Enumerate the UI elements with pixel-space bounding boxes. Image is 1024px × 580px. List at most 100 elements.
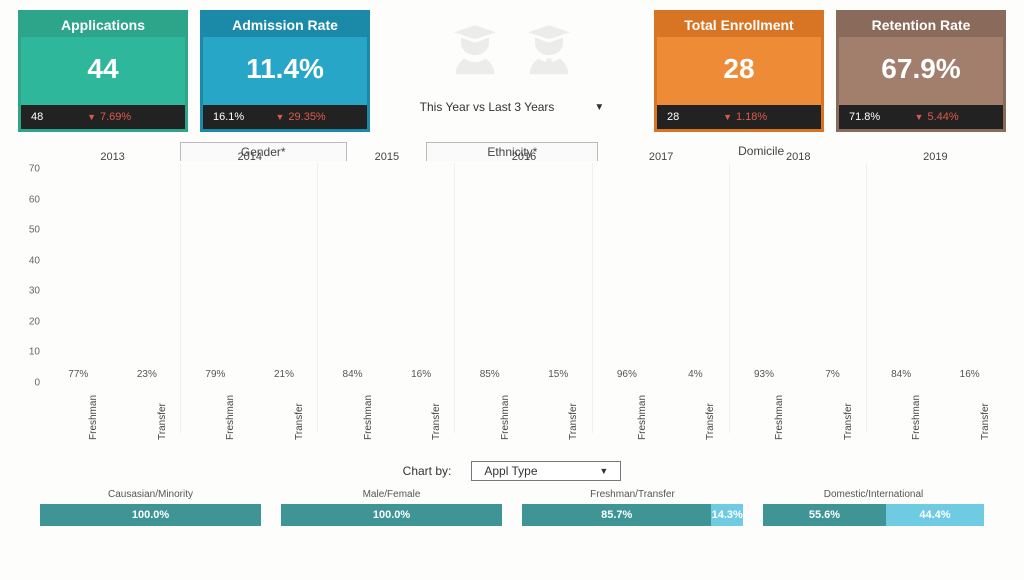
year-label: 2014 — [181, 151, 318, 163]
bar-category-label: Freshman — [911, 395, 922, 440]
kpi-footer: 48 ▼7.69% — [21, 105, 185, 129]
kpi-delta: ▼1.18% — [679, 111, 811, 123]
bar: 85%Freshman — [472, 369, 508, 383]
year-column: 201984%Freshman16%Transfer — [867, 169, 1004, 383]
ratio-card: Causasian/Minority 100.0% — [40, 489, 261, 526]
y-tick: 70 — [29, 164, 40, 175]
y-axis: 010203040506070 — [14, 169, 40, 383]
ratio-segment: 14.3% — [711, 504, 743, 526]
kpi-value: 28 — [657, 37, 821, 105]
kpi-delta: ▼29.35% — [244, 111, 357, 123]
year-column: 201377%Freshman23%Transfer — [44, 169, 181, 383]
year-label: 2015 — [318, 151, 455, 163]
bar-value-label: 79% — [205, 369, 225, 380]
kpi-row: Applications 44 48 ▼7.69% Admission Rate… — [0, 0, 1024, 138]
bar-group: 96%Freshman 4%Transfer — [593, 169, 730, 383]
year-label: 2018 — [730, 151, 867, 163]
bar-group: 93%Freshman 7%Transfer — [730, 169, 867, 383]
graduate-male-icon — [521, 16, 577, 80]
bar-value-label: 15% — [548, 369, 568, 380]
y-tick: 10 — [29, 347, 40, 358]
kpi-delta: ▼7.69% — [43, 111, 175, 123]
y-tick: 60 — [29, 194, 40, 205]
center-graphic: This Year vs Last 3 Years ▼ — [382, 10, 642, 116]
kpi-prev: 48 — [31, 111, 43, 123]
kpi-prev: 71.8% — [849, 111, 880, 123]
ratio-segment: 100.0% — [281, 504, 502, 526]
year-column: 201893%Freshman7%Transfer — [730, 169, 867, 383]
down-triangle-icon: ▼ — [87, 112, 96, 122]
bar-value-label: 77% — [68, 369, 88, 380]
y-tick: 50 — [29, 225, 40, 236]
kpi-title: Total Enrollment — [657, 13, 821, 37]
bar-value-label: 16% — [960, 369, 980, 380]
kpi-prev: 28 — [667, 111, 679, 123]
y-tick: 30 — [29, 286, 40, 297]
chart-plot: 201377%Freshman23%Transfer201479%Freshma… — [44, 169, 1004, 383]
bar-category-label: Transfer — [431, 403, 442, 440]
bar: 77%Freshman — [60, 369, 96, 383]
bar-category-label: Freshman — [500, 395, 511, 440]
year-label: 2016 — [455, 151, 592, 163]
bar: 7%Transfer — [815, 369, 851, 383]
chart-by-select[interactable]: Appl Type ▼ — [471, 461, 621, 481]
bar-category-label: Transfer — [294, 403, 305, 440]
ratio-bar: 100.0% — [40, 504, 261, 526]
ratio-card: Freshman/Transfer 85.7%14.3% — [522, 489, 743, 526]
bar: 93%Freshman — [746, 369, 782, 383]
bar-value-label: 21% — [274, 369, 294, 380]
bar-category-label: Transfer — [568, 403, 579, 440]
year-column: 201685%Freshman15%Transfer — [455, 169, 592, 383]
bar-category-label: Freshman — [88, 395, 99, 440]
ratio-label: Freshman/Transfer — [522, 489, 743, 500]
bar-group: 84%Freshman16%Transfer — [318, 169, 455, 383]
year-label: 2013 — [44, 151, 181, 163]
ratio-card: Domestic/International55.6%44.4% — [763, 489, 984, 526]
bar: 23%Transfer — [129, 369, 165, 383]
kpi-prev: 16.1% — [213, 111, 244, 123]
bar-group: 84%Freshman16%Transfer — [867, 169, 1004, 383]
down-triangle-icon: ▼ — [275, 112, 284, 122]
bar-category-label: Freshman — [225, 395, 236, 440]
kpi-admission-rate: Admission Rate 11.4% 16.1% ▼29.35% — [200, 10, 370, 132]
kpi-applications: Applications 44 48 ▼7.69% — [18, 10, 188, 132]
chart-by-row: Chart by: Appl Type ▼ — [0, 461, 1024, 481]
down-triangle-icon: ▼ — [723, 112, 732, 122]
chart-by-label: Chart by: — [403, 464, 452, 478]
kpi-title: Applications — [21, 13, 185, 37]
ratio-bar: 100.0% — [281, 504, 502, 526]
bar-category-label: Transfer — [157, 403, 168, 440]
ratio-segment: 44.4% — [886, 504, 984, 526]
year-label: 2019 — [867, 151, 1004, 163]
bar: 21%Transfer — [266, 369, 302, 383]
bar: 84%Freshman — [883, 369, 919, 383]
bar: 79%Freshman — [197, 369, 233, 383]
kpi-footer: 28 ▼1.18% — [657, 105, 821, 129]
range-selector[interactable]: This Year vs Last 3 Years ▼ — [420, 100, 605, 114]
bar-group: 79%Freshman 21%Transfer — [181, 169, 318, 383]
down-triangle-icon: ▼ — [915, 112, 924, 122]
bar-category-label: Freshman — [774, 395, 785, 440]
kpi-footer: 16.1% ▼29.35% — [203, 105, 367, 129]
bar-group: 77%Freshman 23%Transfer — [44, 169, 181, 383]
y-tick: 40 — [29, 255, 40, 266]
kpi-title: Admission Rate — [203, 13, 367, 37]
year-column: 201796%Freshman4%Transfer — [593, 169, 730, 383]
y-tick: 20 — [29, 316, 40, 327]
bar: 84%Freshman — [335, 369, 371, 383]
graduate-icons — [382, 16, 642, 80]
bar-chart: 010203040506070 201377%Freshman23%Transf… — [44, 169, 1004, 399]
ratio-label: Causasian/Minority — [40, 489, 261, 500]
kpi-value: 11.4% — [203, 37, 367, 105]
bar: 96%Freshman — [609, 369, 645, 383]
y-tick: 0 — [34, 378, 40, 389]
bar-category-label: Transfer — [705, 403, 716, 440]
kpi-value: 44 — [21, 37, 185, 105]
bar-category-label: Transfer — [843, 403, 854, 440]
ratio-card: Male/Female100.0% — [281, 489, 502, 526]
bar-value-label: 23% — [137, 369, 157, 380]
ratio-segment: 55.6% — [763, 504, 886, 526]
bar: 4%Transfer — [677, 369, 713, 383]
bar-value-label: 84% — [891, 369, 911, 380]
ratio-segment: 85.7% — [522, 504, 711, 526]
